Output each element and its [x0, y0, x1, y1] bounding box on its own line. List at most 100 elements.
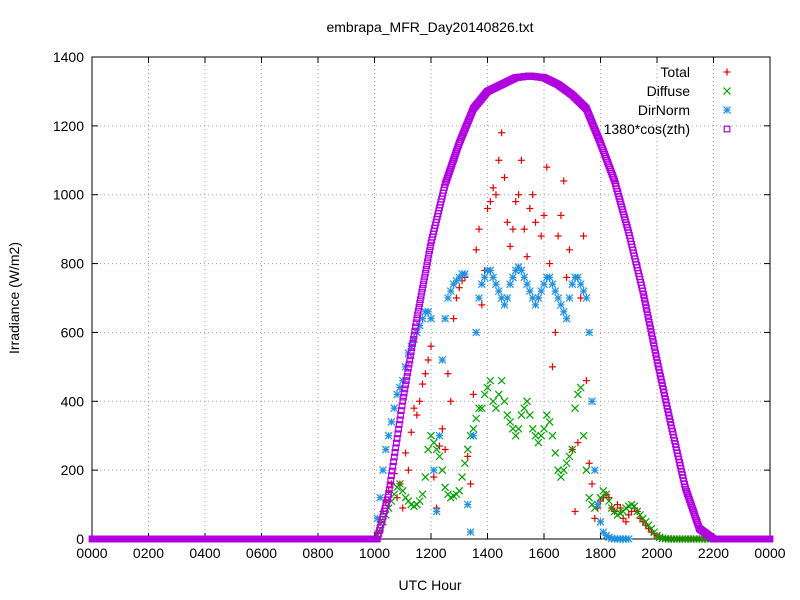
data-point [576, 280, 585, 289]
data-point [421, 370, 429, 378]
data-point [517, 266, 526, 275]
data-point [525, 411, 534, 419]
data-point [543, 163, 551, 171]
data-point [585, 493, 594, 502]
data-point [416, 300, 424, 307]
data-point [466, 528, 475, 537]
data-point [602, 490, 611, 499]
data-point [540, 280, 548, 289]
data-point [515, 191, 523, 199]
x-tick-label: 0800 [302, 545, 333, 561]
data-point [650, 339, 657, 347]
data-point [495, 156, 503, 164]
data-point [390, 453, 398, 461]
data-point [426, 243, 434, 251]
data-point [585, 328, 594, 337]
data-point [571, 404, 579, 413]
data-point [390, 458, 397, 466]
data-point [414, 307, 422, 315]
data-point [560, 177, 568, 185]
data-point [648, 332, 656, 340]
data-point [424, 356, 432, 364]
data-point [421, 269, 429, 277]
data-point [643, 304, 650, 312]
data-point [396, 479, 404, 488]
data-point [593, 500, 602, 509]
data-point [480, 273, 489, 282]
data-point [427, 431, 435, 440]
data-point [475, 294, 483, 302]
data-point [562, 314, 571, 323]
data-point [397, 411, 405, 419]
x-tick-label: 0000 [754, 545, 785, 561]
data-point [645, 318, 653, 326]
data-point [548, 431, 557, 440]
data-point [444, 370, 452, 378]
data-point [503, 218, 511, 226]
data-point [429, 438, 438, 447]
data-point [425, 250, 433, 258]
data-point [407, 428, 415, 436]
data-point [526, 204, 534, 212]
data-point [438, 356, 447, 364]
data-point [402, 381, 409, 389]
data-point [381, 445, 390, 454]
data-point [450, 315, 458, 323]
data-point [542, 411, 551, 419]
data-point [576, 383, 585, 392]
data-point [684, 535, 692, 543]
data-point [588, 397, 596, 406]
data-point [540, 424, 548, 433]
data-point [392, 444, 400, 452]
data-point [686, 535, 695, 543]
data-point [446, 287, 455, 296]
data-point [415, 303, 423, 311]
legend-marker [723, 68, 731, 76]
y-tick-label: 400 [61, 393, 85, 409]
data-point [469, 431, 478, 440]
data-point [494, 390, 503, 399]
data-point [396, 416, 404, 424]
data-point [422, 266, 430, 273]
data-point [484, 204, 491, 212]
data-point [417, 296, 424, 304]
data-point [477, 280, 486, 289]
data-point [651, 346, 659, 354]
data-point [411, 327, 419, 335]
data-point [376, 493, 385, 502]
data-point [416, 397, 424, 405]
data-point [509, 225, 517, 233]
data-point [426, 247, 433, 254]
data-point [596, 517, 605, 526]
data-point [531, 300, 540, 309]
data-point [408, 344, 416, 351]
data-point [424, 307, 433, 316]
data-point [460, 269, 469, 278]
data-point [419, 281, 427, 288]
data-point [398, 402, 406, 410]
data-point [410, 404, 418, 412]
data-point [429, 466, 438, 475]
y-tick-label: 0 [76, 531, 84, 547]
tick-labels: 0000 0200 0400 0600 0800 1000 1200 1400 1600 1800… [53, 49, 786, 561]
data-point [427, 314, 435, 323]
data-point [642, 301, 650, 309]
data-point [622, 518, 630, 526]
data-point [643, 308, 651, 316]
data-point [546, 260, 554, 268]
data-point [639, 287, 647, 295]
data-point [646, 322, 654, 329]
data-point [424, 258, 431, 266]
data-point [400, 389, 408, 397]
data-point [489, 397, 498, 406]
data-point [423, 262, 431, 270]
x-tick-label: 1000 [359, 545, 390, 561]
legend-marker [723, 125, 731, 133]
data-point [447, 397, 455, 405]
data-point [469, 424, 478, 433]
data-point [379, 466, 387, 475]
x-axis-title: UTC Hour [398, 577, 461, 593]
data-point [605, 497, 613, 506]
data-point [551, 328, 559, 336]
data-point [393, 435, 401, 442]
